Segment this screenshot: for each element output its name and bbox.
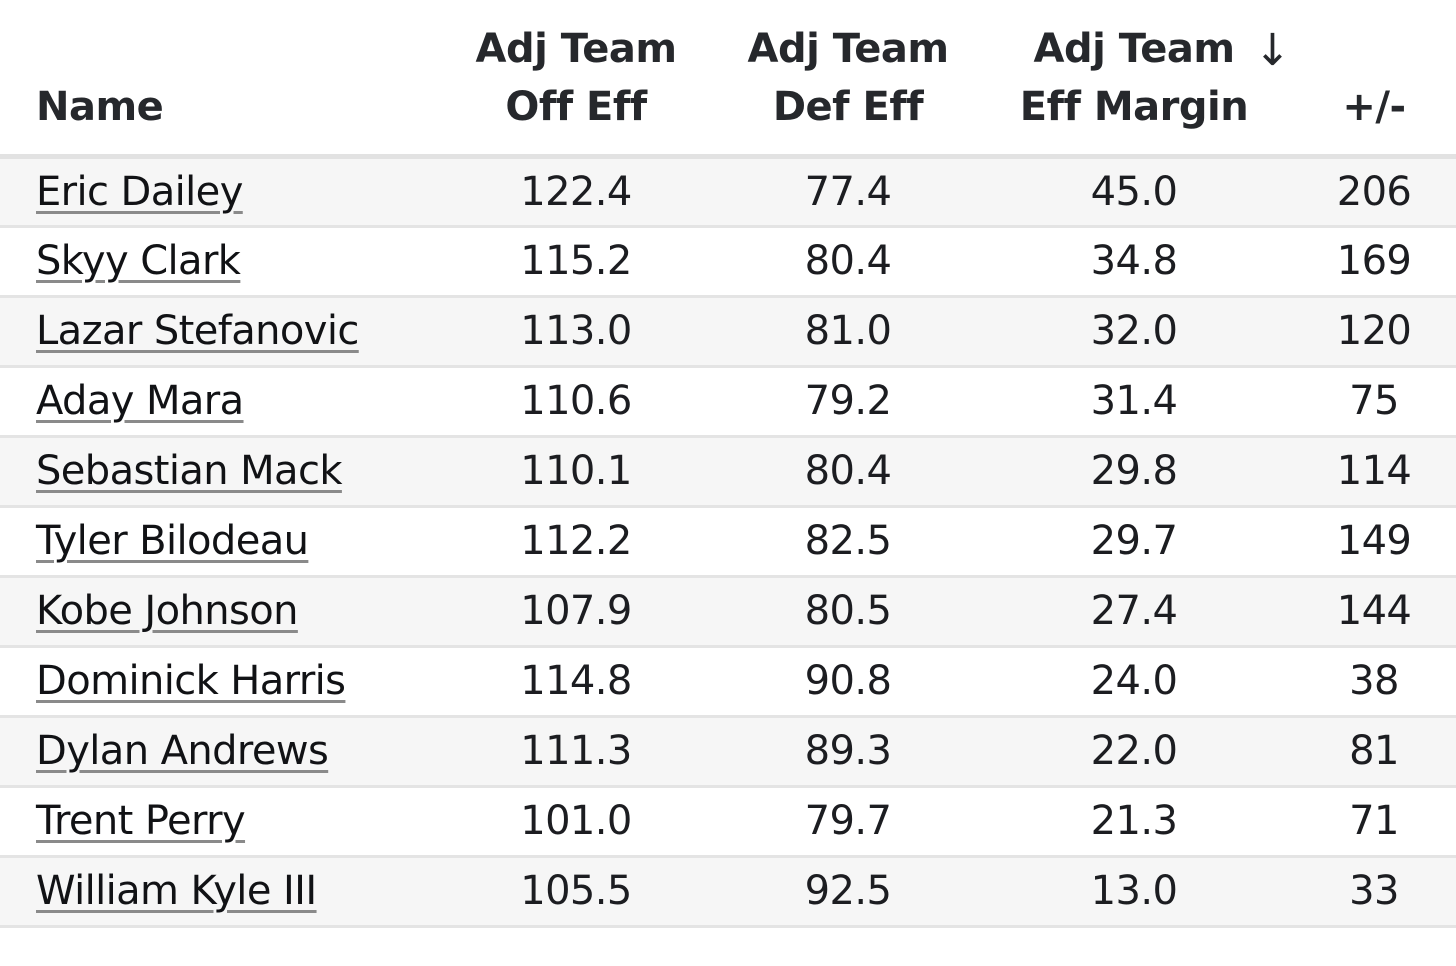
player-name-cell: Lazar Stefanovic bbox=[0, 296, 440, 366]
plus-minus-cell: 75 bbox=[1349, 378, 1399, 424]
table-row: Dominick Harris 114.8 90.8 24.0 38 bbox=[0, 646, 1456, 716]
column-header-label-wrap: Adj Team ↓ bbox=[1033, 20, 1292, 78]
def-eff-cell: 79.2 bbox=[804, 378, 892, 424]
off-eff-cell: 115.2 bbox=[520, 238, 632, 284]
plus-minus-cell: 169 bbox=[1336, 238, 1412, 284]
column-header-label-line2: Def Eff bbox=[772, 83, 924, 130]
player-name-link[interactable]: Dylan Andrews bbox=[36, 728, 329, 774]
def-eff-cell: 77.4 bbox=[804, 168, 892, 215]
plus-minus-cell: 144 bbox=[1336, 588, 1412, 634]
eff-margin-cell: 32.0 bbox=[1090, 308, 1178, 354]
player-name-cell: Sebastian Mack bbox=[0, 436, 440, 506]
plus-minus-cell: 149 bbox=[1336, 518, 1412, 564]
plus-minus-cell: 206 bbox=[1336, 168, 1412, 215]
off-eff-cell: 105.5 bbox=[520, 868, 632, 914]
eff-margin-cell: 31.4 bbox=[1090, 378, 1178, 424]
player-name-cell: Dominick Harris bbox=[0, 646, 440, 716]
table-row: William Kyle III 105.5 92.5 13.0 33 bbox=[0, 856, 1456, 926]
table-row: Dylan Andrews 111.3 89.3 22.0 81 bbox=[0, 716, 1456, 786]
plus-minus-cell: 38 bbox=[1349, 658, 1399, 704]
off-eff-cell: 112.2 bbox=[520, 518, 632, 564]
player-name-link[interactable]: Lazar Stefanovic bbox=[36, 308, 359, 354]
plus-minus-cell: 81 bbox=[1349, 728, 1399, 774]
eff-margin-cell: 45.0 bbox=[1090, 168, 1178, 215]
player-name-cell: Tyler Bilodeau bbox=[0, 506, 440, 576]
eff-margin-cell: 24.0 bbox=[1090, 658, 1178, 704]
plus-minus-cell: 120 bbox=[1336, 308, 1412, 354]
eff-margin-cell: 13.0 bbox=[1090, 868, 1178, 914]
eff-margin-cell: 29.8 bbox=[1090, 448, 1178, 494]
def-eff-cell: 82.5 bbox=[804, 518, 892, 564]
player-name-link[interactable]: Skyy Clark bbox=[36, 238, 241, 284]
player-name-cell: Skyy Clark bbox=[0, 226, 440, 296]
table-row: Kobe Johnson 107.9 80.5 27.4 144 bbox=[0, 576, 1456, 646]
player-name-link[interactable]: Eric Dailey bbox=[36, 168, 243, 215]
table-header: Name Adj Team Off Eff Adj Team Def Eff A… bbox=[0, 0, 1456, 159]
player-name-link[interactable]: Trent Perry bbox=[36, 798, 246, 844]
table-row: Trent Perry 101.0 79.7 21.3 71 bbox=[0, 786, 1456, 856]
player-name-cell: Aday Mara bbox=[0, 366, 440, 436]
column-header-label: Name bbox=[36, 83, 164, 130]
off-eff-cell: 114.8 bbox=[520, 658, 632, 704]
table-row: Eric Dailey 122.4 77.4 45.0 206 bbox=[0, 156, 1456, 226]
plus-minus-cell: 114 bbox=[1336, 448, 1412, 494]
player-name-link[interactable]: Tyler Bilodeau bbox=[36, 518, 309, 564]
def-eff-cell: 81.0 bbox=[804, 308, 892, 354]
player-name-cell: Kobe Johnson bbox=[0, 576, 440, 646]
eff-margin-cell: 22.0 bbox=[1090, 728, 1178, 774]
eff-margin-cell: 34.8 bbox=[1090, 238, 1178, 284]
column-header-label-line2: Off Eff bbox=[505, 83, 647, 130]
column-header-label-line1: Adj Team bbox=[747, 25, 950, 72]
off-eff-cell: 111.3 bbox=[520, 728, 632, 774]
column-header-adj-team-eff-margin[interactable]: Adj Team ↓ Eff Margin bbox=[984, 0, 1292, 159]
player-name-link[interactable]: William Kyle III bbox=[36, 868, 317, 914]
player-stats-table: Name Adj Team Off Eff Adj Team Def Eff A… bbox=[0, 0, 1456, 926]
plus-minus-cell: 33 bbox=[1349, 868, 1399, 914]
def-eff-cell: 80.5 bbox=[804, 588, 892, 634]
player-name-cell: Eric Dailey bbox=[0, 156, 440, 226]
column-header-adj-team-def-eff[interactable]: Adj Team Def Eff bbox=[712, 0, 984, 159]
player-name-link[interactable]: Dominick Harris bbox=[36, 658, 346, 704]
player-name-cell: Trent Perry bbox=[0, 786, 440, 856]
table-body: Eric Dailey 122.4 77.4 45.0 206 Skyy Cla… bbox=[0, 156, 1456, 926]
def-eff-cell: 79.7 bbox=[804, 798, 892, 844]
off-eff-cell: 122.4 bbox=[520, 168, 632, 215]
plus-minus-cell: 71 bbox=[1349, 798, 1399, 844]
column-header-label: +/- bbox=[1342, 83, 1406, 130]
table-row: Lazar Stefanovic 113.0 81.0 32.0 120 bbox=[0, 296, 1456, 366]
def-eff-cell: 80.4 bbox=[804, 238, 892, 284]
player-name-cell: William Kyle III bbox=[0, 856, 440, 926]
eff-margin-cell: 29.7 bbox=[1090, 518, 1178, 564]
column-header-label-line2: Eff Margin bbox=[1019, 83, 1249, 130]
def-eff-cell: 80.4 bbox=[804, 448, 892, 494]
eff-margin-cell: 27.4 bbox=[1090, 588, 1178, 634]
column-header-plus-minus[interactable]: +/- bbox=[1284, 0, 1456, 159]
player-name-link[interactable]: Aday Mara bbox=[36, 378, 244, 424]
def-eff-cell: 90.8 bbox=[804, 658, 892, 704]
def-eff-cell: 92.5 bbox=[804, 868, 892, 914]
off-eff-cell: 107.9 bbox=[520, 588, 632, 634]
table-row: Skyy Clark 115.2 80.4 34.8 169 bbox=[0, 226, 1456, 296]
column-header-label-line1: Adj Team bbox=[1033, 25, 1236, 72]
header-row: Name Adj Team Off Eff Adj Team Def Eff A… bbox=[0, 0, 1456, 159]
eff-margin-cell: 21.3 bbox=[1090, 798, 1178, 844]
sort-descending-arrow-icon[interactable]: ↓ bbox=[1254, 24, 1291, 76]
table-row: Tyler Bilodeau 112.2 82.5 29.7 149 bbox=[0, 506, 1456, 576]
player-name-cell: Dylan Andrews bbox=[0, 716, 440, 786]
column-header-adj-team-off-eff[interactable]: Adj Team Off Eff bbox=[440, 0, 712, 159]
column-header-name[interactable]: Name bbox=[0, 0, 440, 159]
off-eff-cell: 113.0 bbox=[520, 308, 632, 354]
off-eff-cell: 110.6 bbox=[520, 378, 632, 424]
column-header-label-line1: Adj Team bbox=[475, 25, 678, 72]
player-name-link[interactable]: Kobe Johnson bbox=[36, 588, 298, 634]
off-eff-cell: 110.1 bbox=[520, 448, 632, 494]
table-row: Sebastian Mack 110.1 80.4 29.8 114 bbox=[0, 436, 1456, 506]
player-name-link[interactable]: Sebastian Mack bbox=[36, 448, 343, 494]
def-eff-cell: 89.3 bbox=[804, 728, 892, 774]
off-eff-cell: 101.0 bbox=[520, 798, 632, 844]
table-row: Aday Mara 110.6 79.2 31.4 75 bbox=[0, 366, 1456, 436]
